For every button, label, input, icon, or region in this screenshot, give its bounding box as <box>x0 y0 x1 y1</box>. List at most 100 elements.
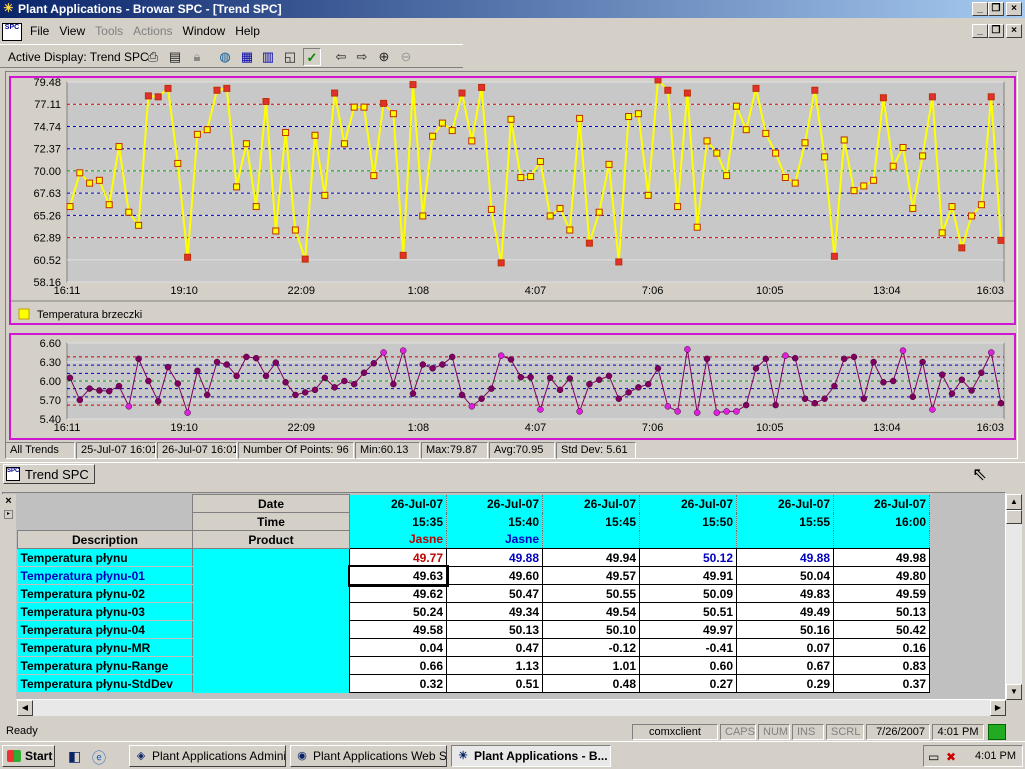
data-point[interactable] <box>311 386 319 394</box>
data-point[interactable] <box>997 399 1005 407</box>
data-point[interactable] <box>693 223 701 231</box>
data-point[interactable] <box>282 128 290 136</box>
menu-tools[interactable]: Tools <box>95 24 124 38</box>
data-point[interactable] <box>360 103 368 111</box>
value-cell[interactable]: 50.42 <box>833 620 930 639</box>
value-cell[interactable]: 50.12 <box>639 548 737 567</box>
value-cell[interactable]: 0.66 <box>349 656 447 675</box>
document-icon[interactable]: SPC <box>2 23 22 42</box>
data-point[interactable] <box>419 361 427 368</box>
data-point[interactable] <box>282 379 289 386</box>
data-point[interactable] <box>291 226 299 234</box>
data-point[interactable] <box>125 403 133 410</box>
data-point[interactable] <box>340 140 348 148</box>
data-point[interactable] <box>674 203 682 211</box>
data-point[interactable] <box>537 406 544 413</box>
data-point[interactable] <box>948 390 956 397</box>
data-point[interactable] <box>733 408 740 415</box>
data-point[interactable] <box>644 191 652 199</box>
scroll-thumb[interactable] <box>1006 510 1022 524</box>
value-cell[interactable]: 50.24 <box>349 602 447 621</box>
data-point[interactable] <box>164 84 172 92</box>
row-description[interactable]: Temperatura płynu-02 <box>17 584 193 603</box>
data-point[interactable] <box>350 380 358 388</box>
data-point[interactable] <box>664 403 672 410</box>
data-point[interactable] <box>154 398 162 405</box>
data-point[interactable] <box>497 352 505 359</box>
data-point[interactable] <box>439 361 446 368</box>
value-cell[interactable]: 0.60 <box>639 656 737 675</box>
scroll-up-icon[interactable]: ▲ <box>1006 494 1022 510</box>
data-point[interactable] <box>203 391 211 399</box>
data-point[interactable] <box>301 255 309 263</box>
data-point[interactable] <box>625 113 633 121</box>
data-point[interactable] <box>105 387 113 395</box>
value-cell[interactable]: -0.12 <box>542 638 640 657</box>
data-point[interactable] <box>899 347 907 354</box>
data-point[interactable] <box>782 352 789 359</box>
data-point[interactable] <box>144 92 152 100</box>
data-point[interactable] <box>164 363 172 371</box>
data-point[interactable] <box>958 244 966 252</box>
data-point[interactable] <box>370 172 378 180</box>
data-point[interactable] <box>233 183 241 191</box>
data-point[interactable] <box>380 349 387 356</box>
data-point[interactable] <box>488 385 495 392</box>
data-point[interactable] <box>938 229 946 237</box>
value-cell[interactable]: 49.88 <box>736 548 834 567</box>
data-point[interactable] <box>223 84 231 92</box>
data-point[interactable] <box>135 355 142 363</box>
chart-123-icon[interactable]: ▥ <box>261 49 275 64</box>
data-point[interactable] <box>115 382 123 390</box>
scroll-down-icon[interactable]: ▼ <box>1006 684 1022 700</box>
data-point[interactable] <box>389 110 397 118</box>
value-cell[interactable]: 49.54 <box>542 602 640 621</box>
data-point[interactable] <box>576 114 584 122</box>
data-point[interactable] <box>987 93 995 101</box>
quicklaunch-ie-icon[interactable]: ⓔ <box>92 750 106 766</box>
data-point[interactable] <box>811 399 819 407</box>
data-point[interactable] <box>341 377 348 385</box>
data-point[interactable] <box>125 208 133 216</box>
data-point[interactable] <box>517 173 525 181</box>
data-point[interactable] <box>821 153 829 161</box>
data-point[interactable] <box>635 384 642 391</box>
data-point[interactable] <box>850 187 858 195</box>
globe-icon[interactable]: ◍ <box>219 49 231 64</box>
data-point[interactable] <box>683 89 691 97</box>
value-cell[interactable]: 0.32 <box>349 674 447 693</box>
grid-expand-icon[interactable]: ▸ <box>4 510 13 519</box>
data-point[interactable] <box>654 365 662 372</box>
data-point[interactable] <box>870 358 877 366</box>
value-cell[interactable]: 0.67 <box>736 656 834 675</box>
close-grid-icon[interactable]: × <box>5 495 12 507</box>
data-point[interactable] <box>605 372 613 380</box>
data-point[interactable] <box>595 208 603 216</box>
value-cell[interactable]: -0.41 <box>639 638 737 657</box>
data-point[interactable] <box>135 221 143 229</box>
data-point[interactable] <box>507 356 515 363</box>
data-point[interactable] <box>321 374 329 382</box>
data-point[interactable] <box>429 132 437 140</box>
scroll-right-icon[interactable]: ▶ <box>990 700 1006 716</box>
data-point[interactable] <box>448 127 456 135</box>
row-description[interactable]: Temperatura płynu-Range <box>17 656 193 675</box>
data-point[interactable] <box>586 380 593 388</box>
data-point[interactable] <box>674 408 681 415</box>
data-point[interactable] <box>370 360 378 367</box>
data-point[interactable] <box>879 94 887 102</box>
data-point[interactable] <box>978 369 985 377</box>
value-cell[interactable]: 49.88 <box>446 548 543 567</box>
data-point[interactable] <box>429 365 436 372</box>
close-button[interactable]: × <box>1006 2 1022 16</box>
data-point[interactable] <box>723 408 730 415</box>
data-point[interactable] <box>184 253 192 261</box>
data-point[interactable] <box>95 176 103 184</box>
data-point[interactable] <box>831 382 838 390</box>
data-point[interactable] <box>497 259 505 267</box>
data-point[interactable] <box>292 391 299 399</box>
data-point[interactable] <box>938 371 946 378</box>
value-cell[interactable]: 49.49 <box>736 602 834 621</box>
value-cell[interactable]: 1.01 <box>542 656 640 675</box>
data-point[interactable] <box>321 191 329 199</box>
